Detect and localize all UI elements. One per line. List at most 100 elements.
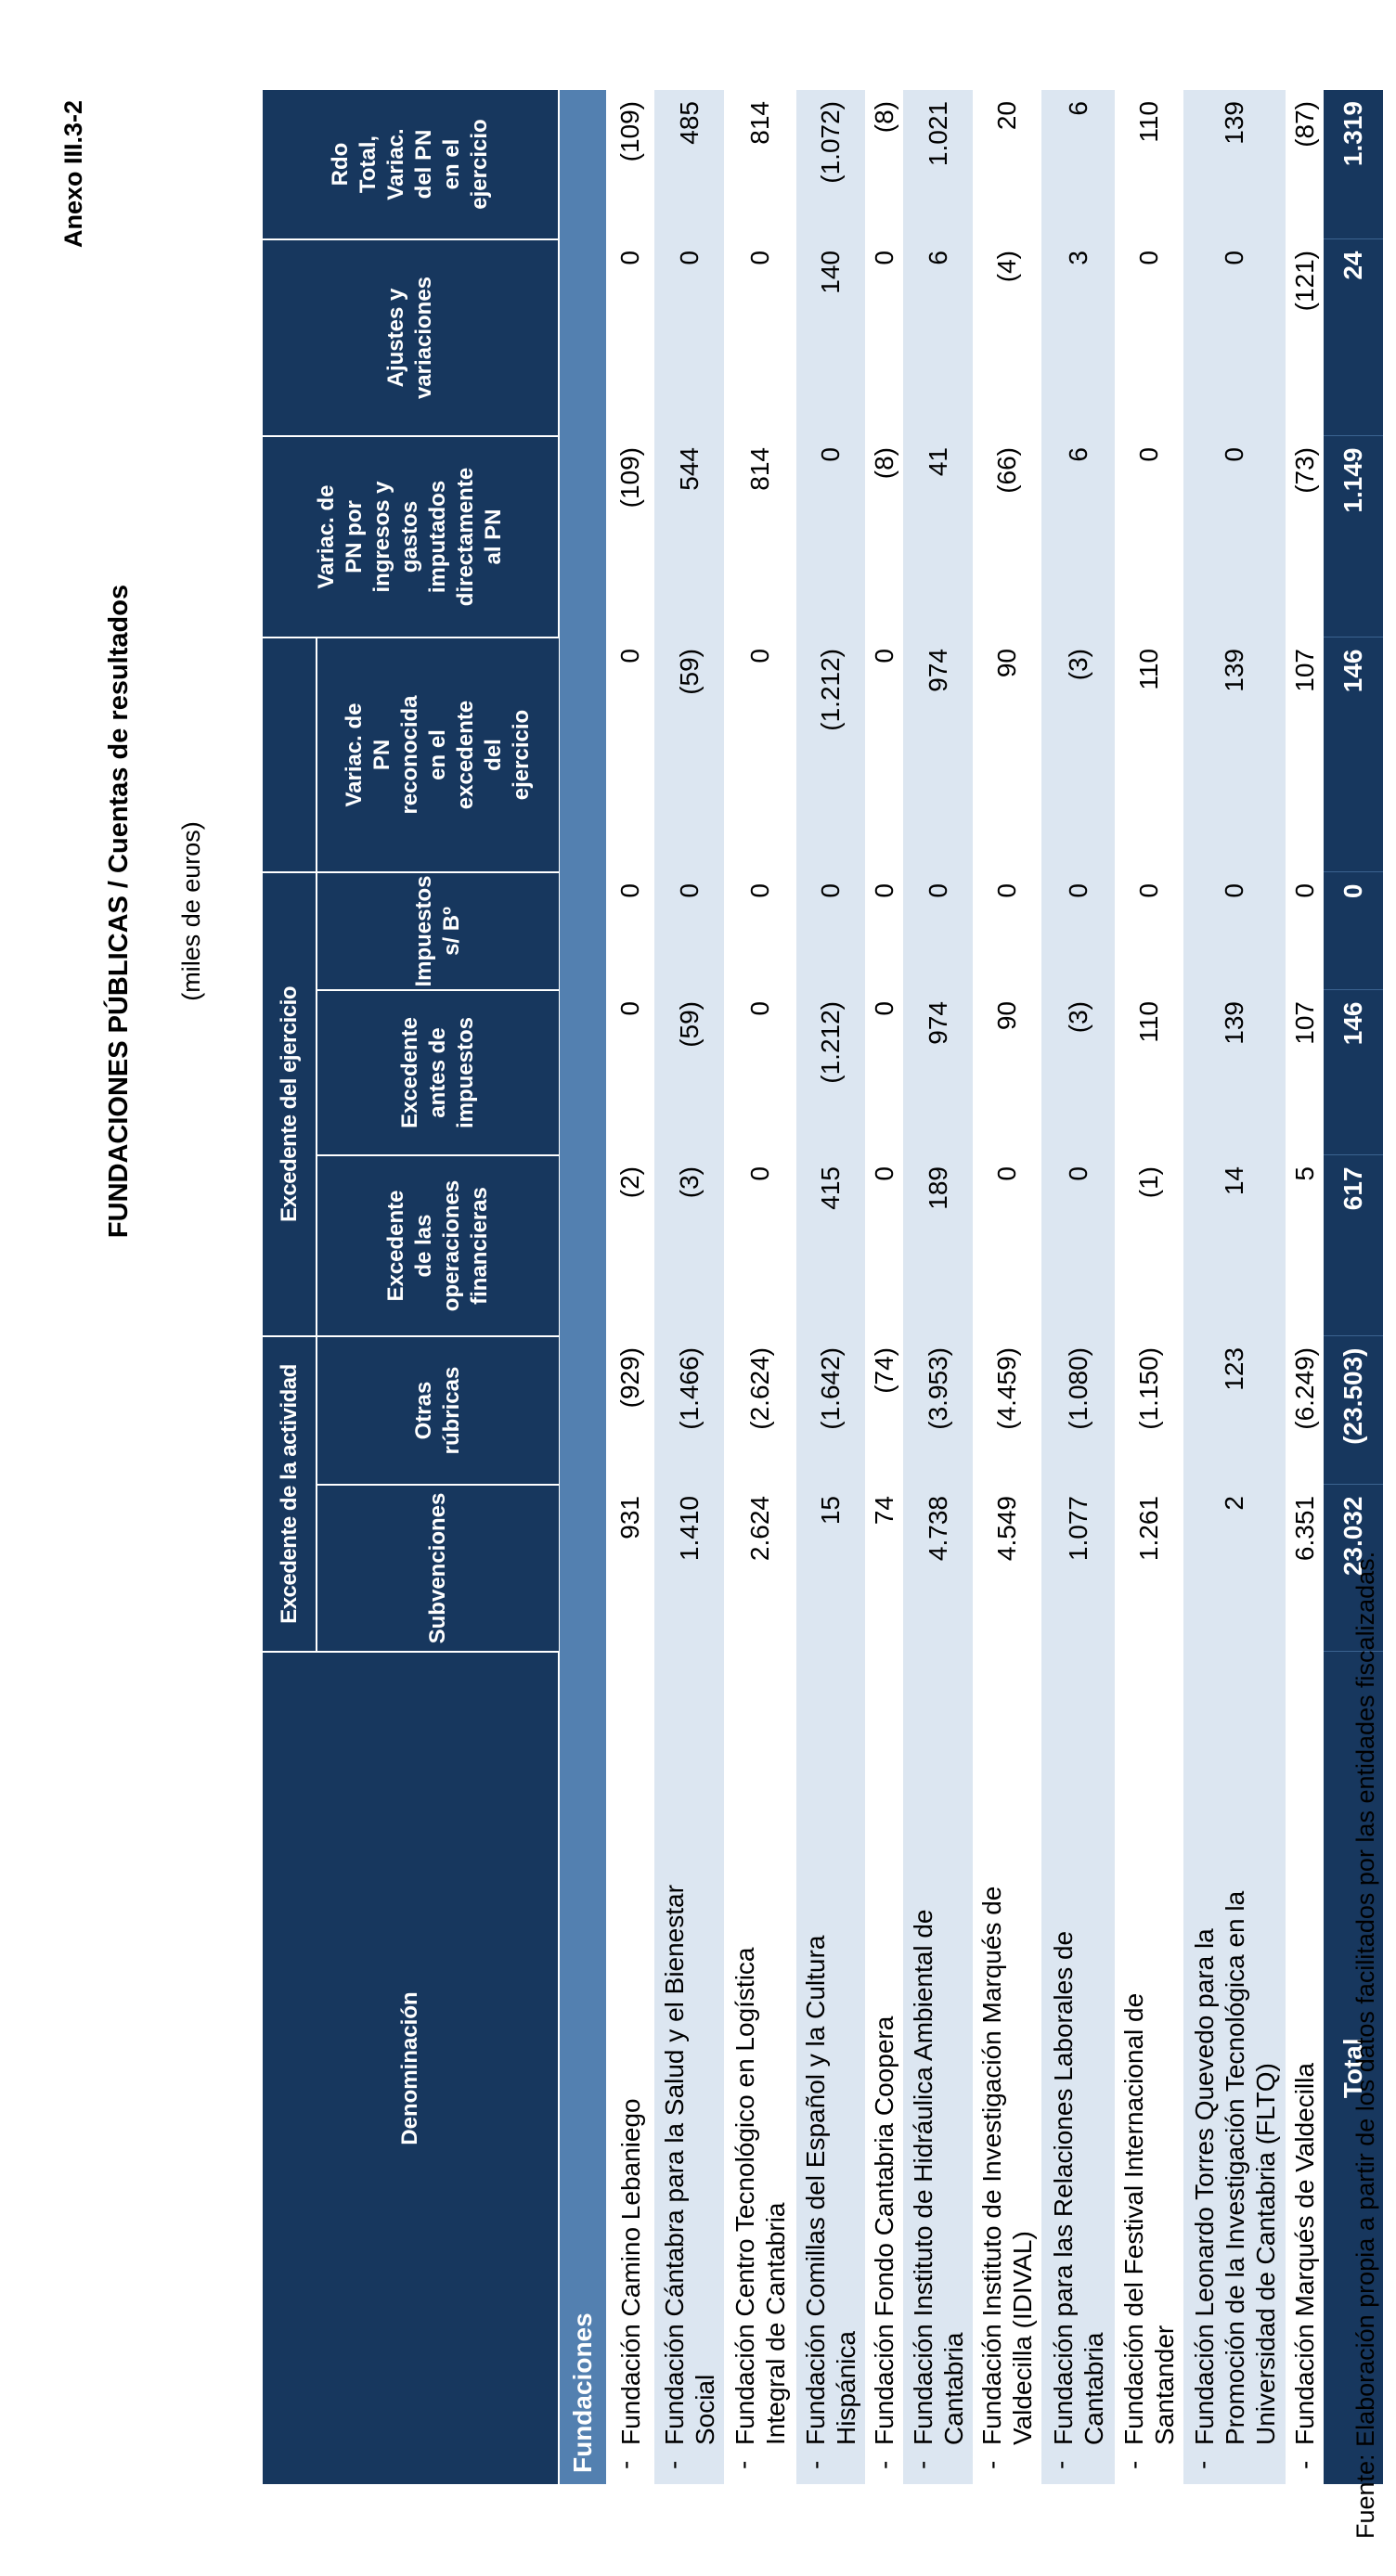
header-group-excedente-actividad: Excedente de la actividad [263,1336,317,1652]
row-label: - Fundación Marqués de Valdecilla [1286,1652,1324,2484]
cell-excedente-operaciones: 14 [1183,1155,1286,1336]
cell-subvenciones: 74 [865,1485,903,1652]
cell-otras-rubricas: (1.466) [654,1336,724,1485]
row-bullet: - [1188,2460,1217,2469]
table-row: - Fundación Centro Tecnológico en Logísti… [724,90,796,2484]
cell-variac-pn-ingresos: 41 [903,436,973,638]
header-denominacion: Denominación [263,1652,559,2484]
row-bullet: - [729,2460,757,2469]
cell-ajustes-variaciones: (4) [973,239,1041,436]
cell-impuestos: 0 [1183,872,1286,990]
cell-otras-rubricas: 123 [1183,1336,1286,1485]
cell-excedente-operaciones: (3) [654,1155,724,1336]
cell-excedente-antes-impuestos: (59) [654,990,724,1155]
title-block: FUNDACIONES PÚBLICAS / Cuentas de result… [104,0,206,1823]
cell-rdo-total: 110 [1115,90,1183,239]
cell-rdo-total: 139 [1183,90,1286,239]
header-excedente-antes-impuestos: Excedente antes de impuestos [317,990,559,1155]
cell-otras-rubricas: (3.953) [903,1336,973,1485]
row-label: - Fundación para las Relaciones Laborales… [1041,1652,1115,2484]
page-subtitle: (miles de euros) [177,821,205,1001]
row-bullet: - [977,2460,1006,2469]
cell-impuestos: 0 [1115,872,1183,990]
cell-subvenciones: 15 [796,1485,865,1652]
table-row: - Fundación para las Relaciones Laborales… [1041,90,1115,2484]
cell-variac-pn-ingresos: 6 [1041,436,1115,638]
table-row: - Fundación Leonardo Torres Quevedo para … [1183,90,1286,2484]
cell-excedente-antes-impuestos: 0 [724,990,796,1155]
cell-subvenciones: 1.261 [1115,1485,1183,1652]
header-spacer [263,638,317,872]
row-label: - Fundación Leonardo Torres Quevedo para … [1183,1652,1286,2484]
cell-impuestos: 0 [654,872,724,990]
row-name-text: Fundación Instituto de Hidráulica Ambien… [908,1909,968,2445]
row-name-text: Fundación Cántabra para la Salud y el Bi… [659,1885,719,2445]
row-name-text: Fundación Camino Lebaniego [615,2098,645,2445]
row-label: - Fundación del Festival Internacional de… [1115,1652,1183,2484]
cell-excedente-operaciones: 0 [865,1155,903,1336]
cell-excedente-operaciones: (1) [1115,1155,1183,1336]
row-label: - Fundación Instituto de Investigación Ma… [973,1652,1041,2484]
cell-excedente-operaciones: (2) [606,1155,654,1336]
cell-variac-pn-reconocida: 0 [606,638,654,872]
row-name-text: Fundación Centro Tecnológico en Logístic… [730,1947,790,2446]
cell-rdo-total: 6 [1041,90,1115,239]
cell-variac-pn-ingresos: 0 [1115,436,1183,638]
header-rdo-total: Rdo Total, Variac. del PN en el ejercici… [263,90,559,239]
row-label: - Fundación Camino Lebaniego [606,1652,654,2484]
total-excedente-operaciones: 617 [1324,1155,1383,1336]
cell-variac-pn-reconocida: 0 [865,638,903,872]
cell-variac-pn-reconocida: (3) [1041,638,1115,872]
cell-variac-pn-ingresos: (8) [865,436,903,638]
cell-ajustes-variaciones: 0 [865,239,903,436]
cell-otras-rubricas: (2.624) [724,1336,796,1485]
cell-variac-pn-ingresos: 0 [796,436,865,638]
cell-variac-pn-ingresos: 0 [1183,436,1286,638]
cell-rdo-total: 1.021 [903,90,973,239]
cell-subvenciones: 931 [606,1485,654,1652]
row-name-text: Fundación Instituto de Investigación Mar… [977,1886,1037,2445]
cell-subvenciones: 6.351 [1286,1485,1324,1652]
cell-otras-rubricas: (74) [865,1336,903,1485]
cell-variac-pn-reconocida: 90 [973,638,1041,872]
row-bullet: - [1119,2460,1148,2469]
cell-variac-pn-ingresos: 814 [724,436,796,638]
row-label: - Fundación Instituto de Hidráulica Ambie… [903,1652,973,2484]
cell-excedente-antes-impuestos: 107 [1286,990,1324,1155]
row-bullet: - [870,2460,898,2469]
cell-rdo-total: (8) [865,90,903,239]
cell-rdo-total: (109) [606,90,654,239]
header-variac-pn-ingresos: Variac. de PN por ingresos y gastos impu… [263,436,559,638]
cell-ajustes-variaciones: 3 [1041,239,1115,436]
cell-variac-pn-ingresos: (109) [606,436,654,638]
cell-subvenciones: 2.624 [724,1485,796,1652]
section-row: Fundaciones [559,90,606,2484]
total-rdo-total: 1.319 [1324,90,1383,239]
cell-ajustes-variaciones: (121) [1286,239,1324,436]
row-bullet: - [611,2460,640,2469]
table-header: Denominación Excedente de la actividad E… [263,90,559,2484]
row-bullet: - [908,2460,937,2469]
row-name-text: Fundación del Festival Internacional de … [1119,1992,1179,2445]
cell-variac-pn-reconocida: (1.212) [796,638,865,872]
row-bullet: - [801,2460,830,2469]
cell-otras-rubricas: (1.150) [1115,1336,1183,1485]
table-row: - Fundación Fondo Cantabria Coopera 74 (74)… [865,90,903,2484]
cell-impuestos: 0 [724,872,796,990]
cell-excedente-operaciones: 0 [1041,1155,1115,1336]
row-label: - Fundación Cántabra para la Salud y el B… [654,1652,724,2484]
cell-excedente-antes-impuestos: (3) [1041,990,1115,1155]
cell-impuestos: 0 [606,872,654,990]
table-row: - Fundación Instituto de Hidráulica Ambie… [903,90,973,2484]
table-row: - Fundación del Festival Internacional de… [1115,90,1183,2484]
cell-variac-pn-reconocida: 139 [1183,638,1286,872]
cell-impuestos: 0 [1041,872,1115,990]
cell-ajustes-variaciones: 0 [724,239,796,436]
table-body: - Fundación Camino Lebaniego 931 (929) (2) 0 0… [606,90,1324,2484]
cell-ajustes-variaciones: 6 [903,239,973,436]
total-ajustes-variaciones: 24 [1324,239,1383,436]
cell-excedente-antes-impuestos: 139 [1183,990,1286,1155]
row-bullet: - [1046,2460,1075,2469]
header-impuestos: Impuestos s/ Bº [317,872,559,990]
cell-excedente-antes-impuestos: 90 [973,990,1041,1155]
